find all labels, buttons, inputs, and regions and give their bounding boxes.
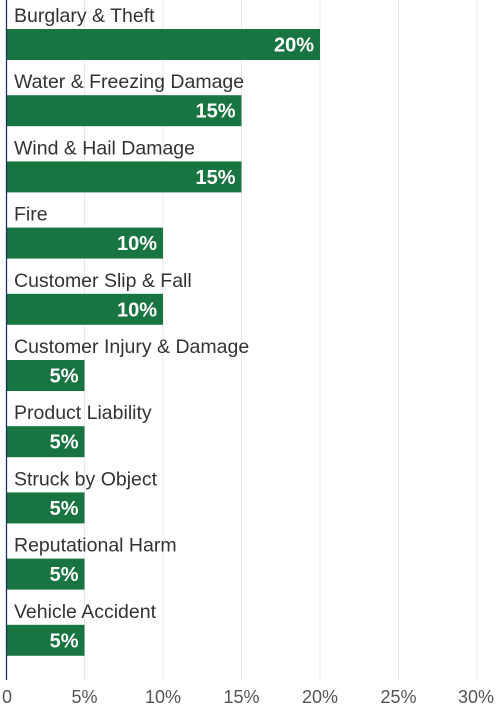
category-label-wind-and-hail-damage: Wind & Hail Damage	[14, 137, 195, 159]
x-tick-label: 10%	[145, 687, 181, 707]
x-tick-label: 25%	[380, 687, 416, 707]
value-labels: 20% 15% 15% 10% 10% 5% 5% 5% 5% 5%	[50, 35, 315, 653]
category-labels: Burglary & Theft Water & Freezing Damage W…	[14, 5, 249, 623]
category-label-burglary-and-theft: Burglary & Theft	[14, 5, 155, 27]
value-label-water-and-freezing-damage: 15%	[195, 101, 235, 123]
value-label-customer-injury-and-damage: 5%	[50, 366, 79, 388]
value-label-wind-and-hail-damage: 15%	[195, 167, 235, 189]
x-tick-label: 0	[2, 687, 12, 707]
bar-wind-and-hail-damage	[6, 161, 242, 193]
bar-customer-injury-and-damage	[6, 360, 85, 391]
x-tick-label: 30%	[458, 687, 494, 707]
bar-vehicle-accident	[6, 624, 85, 656]
value-label-vehicle-accident: 5%	[50, 630, 79, 652]
bars	[6, 29, 320, 656]
bar-burglary-and-theft	[6, 29, 320, 60]
x-tick-label: 5%	[71, 687, 97, 707]
bar-reputational-harm	[6, 558, 85, 590]
category-label-product-liability: Product Liability	[14, 402, 152, 424]
x-axis-ticks: 0 5% 10% 15% 20% 25% 30%	[2, 687, 494, 707]
category-label-struck-by-object: Struck by Object	[14, 468, 158, 490]
category-label-customer-slip-and-fall: Customer Slip & Fall	[14, 270, 192, 292]
bar-customer-slip-and-fall	[6, 293, 163, 325]
category-label-vehicle-accident: Vehicle Accident	[14, 601, 157, 623]
value-label-burglary-and-theft: 20%	[274, 35, 314, 57]
bar-water-and-freezing-damage	[6, 95, 242, 127]
value-label-fire: 10%	[117, 233, 157, 255]
bar-product-liability	[6, 426, 85, 458]
category-label-water-and-freezing-damage: Water & Freezing Damage	[14, 71, 244, 93]
category-label-reputational-harm: Reputational Harm	[14, 535, 177, 557]
x-tick-label: 15%	[223, 687, 259, 707]
value-label-reputational-harm: 5%	[50, 564, 79, 586]
value-label-customer-slip-and-fall: 10%	[117, 299, 157, 321]
bar-struck-by-object	[6, 492, 85, 524]
category-label-customer-injury-and-damage: Customer Injury & Damage	[14, 336, 249, 358]
x-tick-label: 20%	[302, 687, 338, 707]
value-label-struck-by-object: 5%	[50, 498, 79, 520]
bar-fire	[6, 227, 163, 259]
category-label-fire: Fire	[14, 204, 48, 226]
value-label-product-liability: 5%	[50, 432, 79, 454]
